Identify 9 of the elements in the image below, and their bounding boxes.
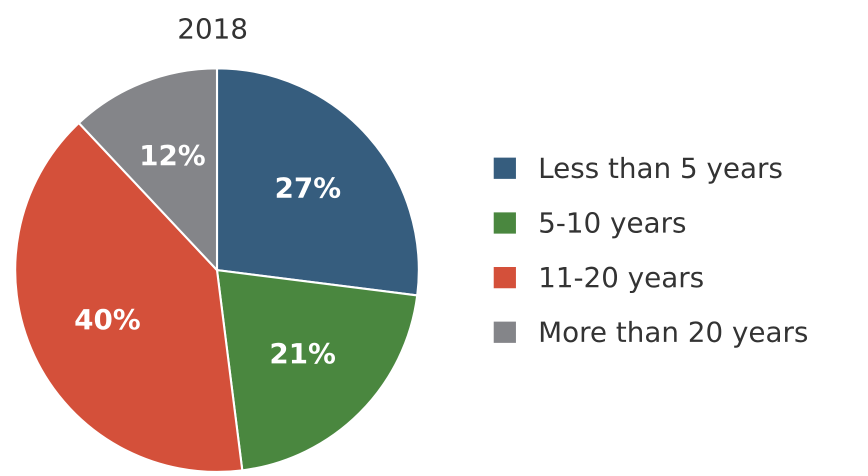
chart-title: 2018	[179, 18, 246, 39]
data-label: 21%	[272, 342, 335, 364]
legend-label: 5-10 years	[540, 212, 686, 238]
data-label: 40%	[75, 308, 140, 330]
legend-label: 11-20 years	[541, 266, 703, 294]
data-label: 27%	[276, 177, 340, 198]
legend-label: Less than 5 years	[540, 156, 782, 184]
data-label: 12%	[142, 144, 205, 166]
legend-label: More than 20 years	[540, 320, 808, 348]
